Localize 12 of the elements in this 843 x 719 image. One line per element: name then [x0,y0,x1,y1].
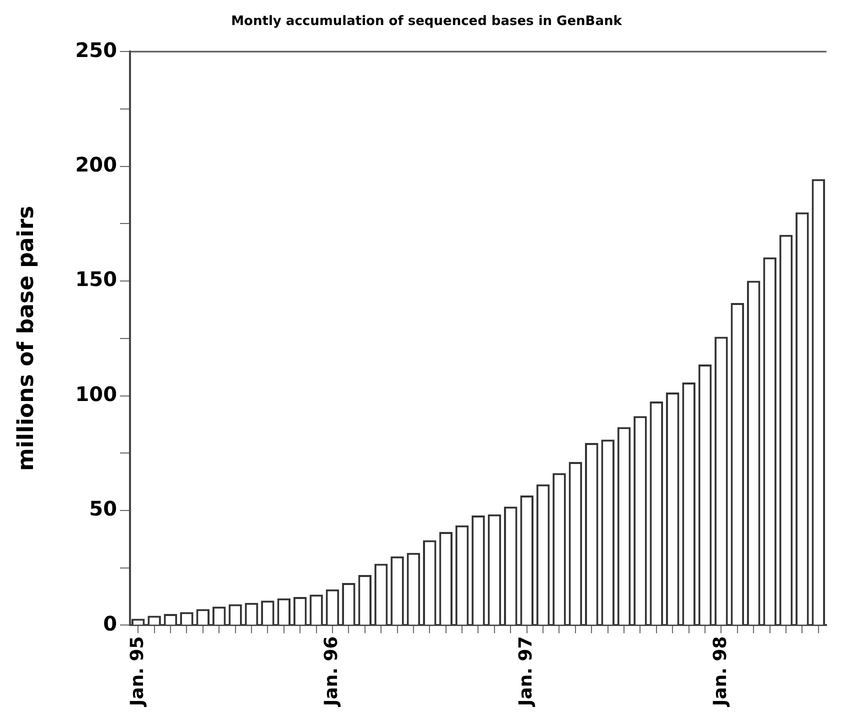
x-tick-label: Jan. 96 [321,636,342,708]
y-tick-label: 200 [75,152,117,177]
x-tick-label: Jan. 97 [516,636,537,708]
chart-title: Montly accumulation of sequenced bases in GenBank [231,14,622,30]
y-tick-label: 50 [89,496,117,521]
y-tick-label: 150 [75,267,117,292]
y-tick-label: 250 [75,38,117,62]
y-tick-label: 100 [75,382,117,406]
y-tick-label: 0 [103,611,117,636]
x-tick-label: Jan. 98 [710,636,731,708]
y-axis-title: millions of base pairs [14,206,39,472]
x-tick-label: Jan. 95 [126,636,148,708]
